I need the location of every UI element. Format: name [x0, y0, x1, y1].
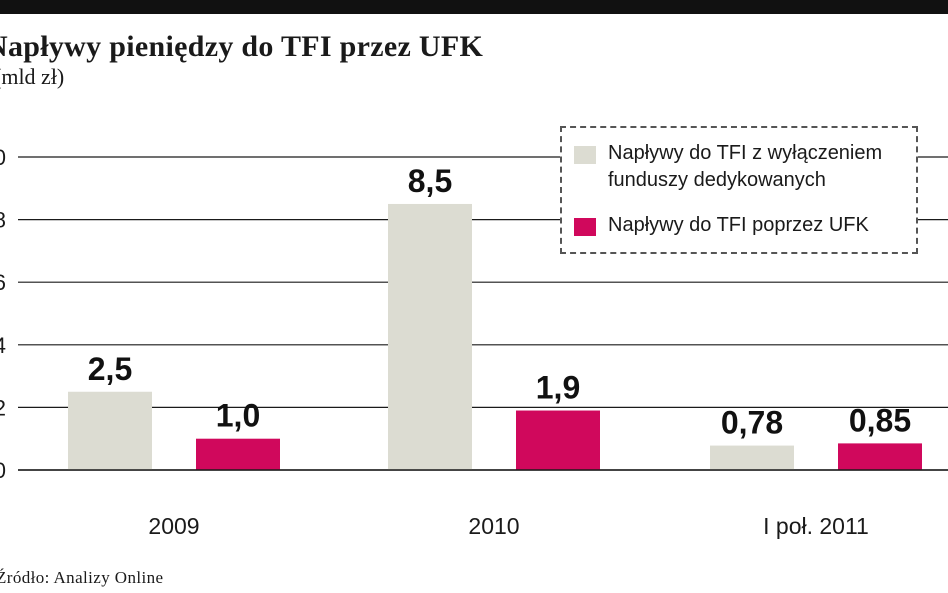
- bar: [710, 445, 794, 470]
- y-tick-label: 6: [0, 270, 6, 295]
- data-label: 1,0: [216, 398, 260, 434]
- x-tick-label: 2010: [468, 513, 519, 539]
- legend: Napływy do TFI z wyłączeniem funduszy de…: [560, 126, 918, 254]
- y-tick-label: 4: [0, 333, 6, 358]
- source-note: Źródło: Analizy Online: [0, 568, 164, 587]
- chart-unit: (mld zł): [0, 64, 65, 89]
- x-tick-label: 2009: [148, 513, 199, 539]
- y-tick-label: 2: [0, 395, 6, 420]
- legend-swatch-series1: [574, 146, 596, 164]
- legend-label-series1: Napływy do TFI z wyłączeniem funduszy de…: [608, 142, 883, 191]
- top-bar: [0, 0, 948, 14]
- legend-item-series1: Napływy do TFI z wyłączeniem funduszy de…: [574, 140, 908, 194]
- chart-title: Napływy pieniędzy do TFI przez UFK: [0, 30, 484, 63]
- data-label: 1,9: [536, 370, 580, 406]
- y-tick-label: 8: [0, 208, 6, 233]
- x-tick-label: I poł. 2011: [763, 513, 869, 539]
- y-tick-label: 10: [0, 145, 6, 170]
- data-label: 2,5: [88, 351, 132, 387]
- data-label: 8,5: [408, 163, 452, 199]
- y-tick-label: 0: [0, 458, 6, 483]
- bar: [838, 443, 922, 470]
- bar: [516, 410, 600, 470]
- bar: [388, 203, 472, 470]
- legend-swatch-series2: [574, 218, 596, 236]
- data-label: 0,85: [849, 402, 911, 438]
- bar: [196, 438, 280, 470]
- legend-label-series2: Napływy do TFI poprzez UFK: [608, 214, 869, 236]
- data-label: 0,78: [721, 405, 783, 441]
- bar: [68, 391, 152, 470]
- legend-item-series2: Napływy do TFI poprzez UFK: [574, 212, 908, 239]
